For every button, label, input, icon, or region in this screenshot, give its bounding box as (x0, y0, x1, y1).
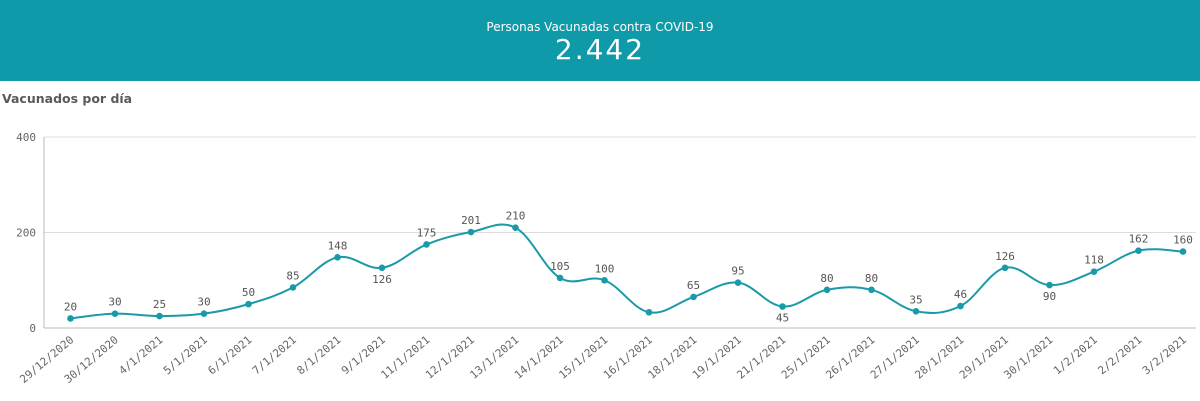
data-point (334, 254, 341, 261)
data-point (957, 302, 964, 310)
data-point (378, 264, 386, 272)
y-tick-label: 0 (29, 322, 36, 335)
data-label: 65 (687, 279, 700, 292)
x-tick-label: 5/1/2021 (161, 333, 210, 377)
data-label: 100 (595, 262, 615, 275)
data-label: 35 (909, 293, 922, 306)
data-point (200, 310, 208, 317)
data-point (1001, 264, 1009, 272)
x-tick-label: 3/2/2021 (1140, 333, 1189, 377)
data-label: 85 (286, 269, 299, 282)
data-point (868, 286, 875, 294)
data-point (1046, 281, 1053, 289)
data-label: 118 (1084, 254, 1104, 267)
data-label: 162 (1129, 233, 1149, 246)
data-label: 148 (328, 239, 348, 252)
x-tick-label: 1/2/2021 (1051, 333, 1100, 377)
data-point (156, 312, 163, 320)
kpi-value: 2.442 (554, 33, 646, 66)
data-point (690, 293, 697, 301)
x-tick-label: 4/1/2021 (116, 333, 165, 377)
data-point (67, 315, 74, 322)
data-label: 126 (995, 250, 1015, 263)
data-label: 46 (954, 288, 967, 301)
kpi-banner: Personas Vacunadas contra COVID-19 2.442 (0, 0, 1200, 81)
data-point (289, 284, 297, 291)
x-tick-label: 30/1/2021 (1001, 333, 1055, 381)
x-tick-label: 6/1/2021 (205, 333, 254, 377)
data-point (467, 228, 475, 236)
chart-title: Vacunados por día (2, 91, 133, 106)
data-point (779, 303, 786, 310)
y-tick-label: 400 (16, 131, 36, 144)
data-point (734, 279, 742, 286)
data-point (601, 276, 608, 284)
x-tick-label: 7/1/2021 (250, 333, 299, 377)
data-label: 25 (153, 298, 166, 311)
data-label: 30 (108, 296, 121, 309)
data-label: 90 (1043, 290, 1056, 303)
data-point (512, 224, 519, 232)
data-point (823, 286, 831, 294)
y-tick-label: 200 (16, 227, 36, 240)
data-point (1179, 248, 1187, 255)
data-point (245, 300, 252, 308)
data-point (1135, 247, 1142, 254)
data-label: 126 (372, 273, 392, 286)
kpi-label: Personas Vacunadas contra COVID-19 (486, 20, 714, 34)
data-label: 20 (64, 300, 77, 313)
data-label: 160 (1173, 234, 1193, 247)
data-label: 80 (865, 272, 878, 285)
data-point (556, 274, 564, 282)
data-label: 80 (820, 272, 833, 285)
data-point (912, 307, 920, 315)
series-line (70, 223, 1184, 320)
data-point (111, 310, 119, 317)
data-label: 201 (461, 214, 481, 227)
data-label: 175 (417, 226, 437, 239)
x-tick-label: 8/1/2021 (294, 333, 343, 377)
data-label: 95 (731, 265, 744, 278)
data-point (645, 308, 653, 316)
data-label: 45 (776, 312, 789, 325)
data-point (1090, 268, 1098, 275)
x-tick-label: 2/2/2021 (1095, 333, 1144, 377)
data-label: 210 (506, 210, 526, 223)
data-point (423, 241, 430, 248)
data-label: 50 (242, 286, 255, 299)
data-label: 105 (550, 260, 570, 273)
data-label: 30 (197, 296, 210, 309)
